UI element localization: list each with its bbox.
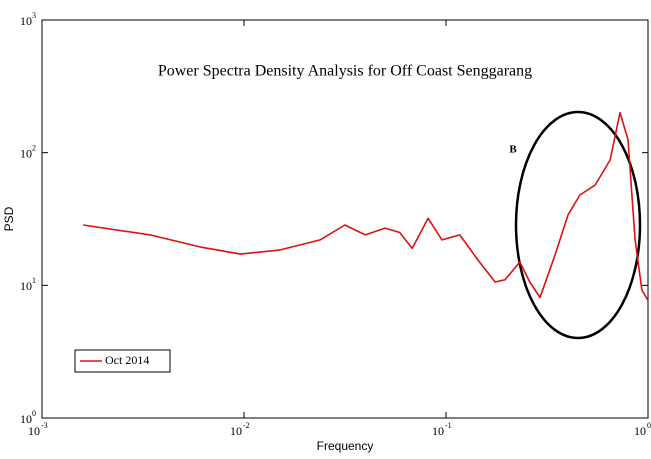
- annotation: B: [509, 144, 517, 156]
- y-tick-label: 10: [20, 14, 32, 28]
- y-tick-exponent: 2: [32, 143, 36, 152]
- y-tick-exponent: 0: [32, 409, 36, 418]
- legend-box: [74, 349, 171, 373]
- x-tick-exponent: -3: [41, 421, 48, 430]
- x-tick-exponent: -2: [243, 421, 250, 430]
- y-tick-label: 10: [20, 146, 32, 160]
- x-tick-exponent: 0: [647, 421, 651, 430]
- x-tick-label: 10: [28, 424, 40, 438]
- y-axis-label: PSD: [2, 206, 16, 231]
- series-line: [83, 111, 649, 301]
- y-tick-exponent: 1: [32, 276, 36, 285]
- y-tick-exponent: 3: [32, 11, 36, 20]
- x-tick-label: 10: [230, 424, 242, 438]
- y-tick-label: 10: [20, 279, 32, 293]
- x-tick-exponent: -1: [445, 421, 452, 430]
- x-tick-label: 10: [432, 424, 444, 438]
- plot-frame: [41, 19, 649, 419]
- chart-title: Power Spectra Density Analysis for Off C…: [158, 63, 532, 80]
- y-tick-label: 10: [20, 412, 32, 426]
- highlight-ellipse: [514, 110, 642, 340]
- x-axis-label: Frequency: [317, 439, 374, 453]
- legend-label: Oct 2014: [105, 353, 149, 367]
- x-tick-label: 10: [634, 424, 646, 438]
